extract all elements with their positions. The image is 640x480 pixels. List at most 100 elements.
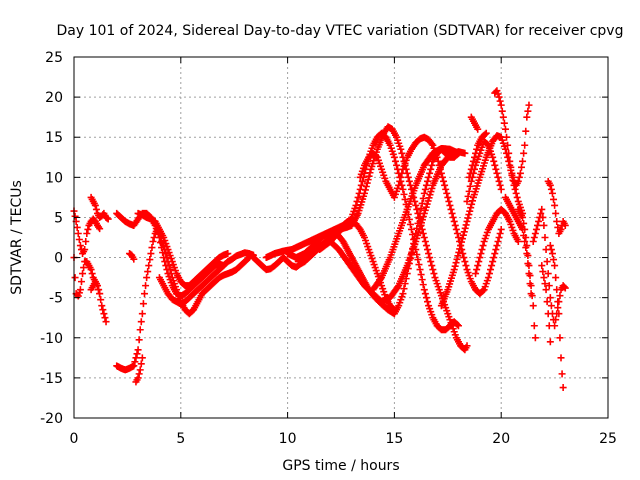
- data-point: [459, 250, 467, 258]
- data-point: [526, 272, 534, 280]
- data-point: [531, 229, 539, 237]
- data-point: [93, 282, 101, 290]
- data-point: [456, 245, 464, 253]
- series-sat-c: [87, 278, 104, 298]
- data-point: [497, 225, 505, 233]
- data-point: [511, 185, 519, 193]
- data-point: [561, 284, 569, 292]
- data-point: [400, 285, 408, 293]
- axis-ticks: [73, 56, 609, 419]
- data-point: [522, 234, 530, 241]
- x-axis-label: GPS time / hours: [282, 458, 399, 474]
- data-point: [475, 258, 483, 266]
- data-point: [521, 238, 529, 246]
- data-point: [544, 310, 552, 318]
- data-point: [546, 294, 554, 302]
- data-point: [136, 326, 144, 334]
- data-point: [461, 258, 469, 266]
- data-point: [552, 316, 560, 324]
- data-point: [419, 281, 427, 289]
- grid: [74, 57, 608, 418]
- data-point: [545, 282, 553, 290]
- data-point: [479, 242, 487, 250]
- x-tick-label: 0: [70, 431, 79, 447]
- data-point: [76, 242, 84, 250]
- data-point: [97, 296, 105, 304]
- data-point: [100, 310, 108, 318]
- data-point: [467, 165, 475, 173]
- series-sat-u: [465, 129, 490, 181]
- data-point: [463, 217, 471, 225]
- data-point: [465, 211, 473, 219]
- data-point: [458, 238, 466, 246]
- data-point: [450, 266, 458, 274]
- data-point: [103, 214, 111, 222]
- data-point: [130, 255, 138, 263]
- plot-frame: [73, 56, 609, 419]
- data-point: [508, 169, 516, 177]
- data-point: [364, 176, 372, 184]
- data-point: [400, 190, 408, 198]
- data-point: [493, 242, 501, 250]
- data-point: [461, 149, 469, 157]
- data-point: [363, 179, 371, 187]
- x-tick-label: 5: [176, 431, 185, 447]
- data-point: [430, 270, 438, 278]
- data-point: [467, 177, 475, 185]
- data-point: [87, 266, 95, 274]
- series-sat-ab: [544, 177, 569, 237]
- data-point: [134, 346, 142, 354]
- data-point: [472, 270, 480, 278]
- data-point: [546, 181, 554, 189]
- data-point: [138, 354, 146, 362]
- data-point: [491, 161, 499, 169]
- data-point: [144, 268, 152, 276]
- data-point: [539, 213, 547, 221]
- data-point: [469, 157, 477, 165]
- data-point: [412, 201, 420, 209]
- series-sat-d: [87, 193, 112, 223]
- data-point: [438, 173, 446, 181]
- data-point: [429, 266, 437, 274]
- data-point: [162, 250, 170, 258]
- x-tick-label: 15: [385, 431, 403, 447]
- data-point: [464, 214, 472, 222]
- data-point: [453, 229, 461, 237]
- data-point: [417, 204, 425, 212]
- data-point: [525, 262, 533, 270]
- data-point: [420, 234, 428, 241]
- data-point: [418, 276, 426, 284]
- data-point: [421, 290, 429, 298]
- data-point: [82, 238, 90, 246]
- data-point: [412, 246, 420, 254]
- data-point: [513, 193, 521, 201]
- data-point: [398, 149, 406, 157]
- data-point: [406, 220, 414, 228]
- data-point: [520, 219, 528, 227]
- data-point: [407, 225, 415, 233]
- data-point: [413, 251, 421, 259]
- data-point: [555, 310, 563, 318]
- data-point: [514, 238, 522, 246]
- data-point: [550, 195, 558, 203]
- data-point: [427, 258, 435, 266]
- data-point: [472, 149, 480, 157]
- data-point: [473, 266, 481, 274]
- data-point: [398, 169, 406, 177]
- data-point: [418, 225, 426, 233]
- data-point: [454, 149, 462, 157]
- data-point: [546, 338, 554, 346]
- data-point: [88, 270, 96, 278]
- data-point: [425, 250, 433, 258]
- data-point: [553, 217, 561, 225]
- data-point: [447, 205, 455, 213]
- data-point: [365, 172, 373, 180]
- data-point: [531, 334, 539, 342]
- data-point: [420, 189, 428, 197]
- data-point: [358, 177, 366, 185]
- data-point: [71, 212, 79, 220]
- data-point: [96, 290, 104, 298]
- data-point: [522, 127, 530, 135]
- y-tick-label: -5: [49, 291, 63, 307]
- data-point: [530, 234, 538, 241]
